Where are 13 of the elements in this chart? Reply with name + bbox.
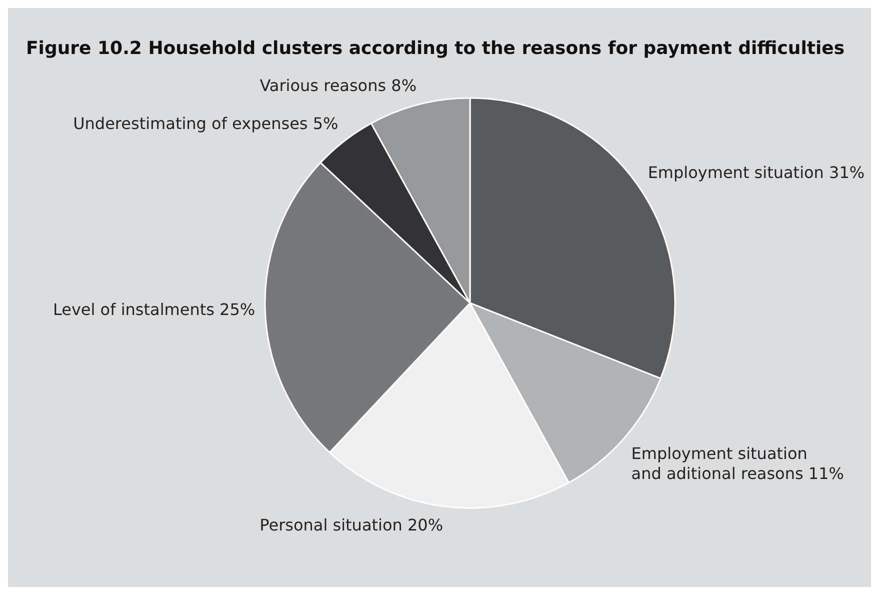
chart-title: Figure 10.2 Household clusters according to the reasons for payment difficulties <box>26 38 845 59</box>
data-label: 8% <box>391 76 417 95</box>
data-label: 20% <box>407 515 444 534</box>
data-label: 25% <box>220 300 256 319</box>
slice-label: Employment situation <box>648 163 824 182</box>
data-label: 5% <box>312 114 338 134</box>
slice-label: Underestimating of expenses <box>73 114 308 134</box>
data-label: 11% <box>808 464 844 484</box>
data-label: 31% <box>829 163 865 182</box>
slice-label: Employment situation and aditional reasons <box>631 444 808 484</box>
slice-label: Level of instalments <box>52 300 214 319</box>
slice-label: Various reasons <box>260 76 386 95</box>
slice-label: Personal situation <box>260 515 402 534</box>
